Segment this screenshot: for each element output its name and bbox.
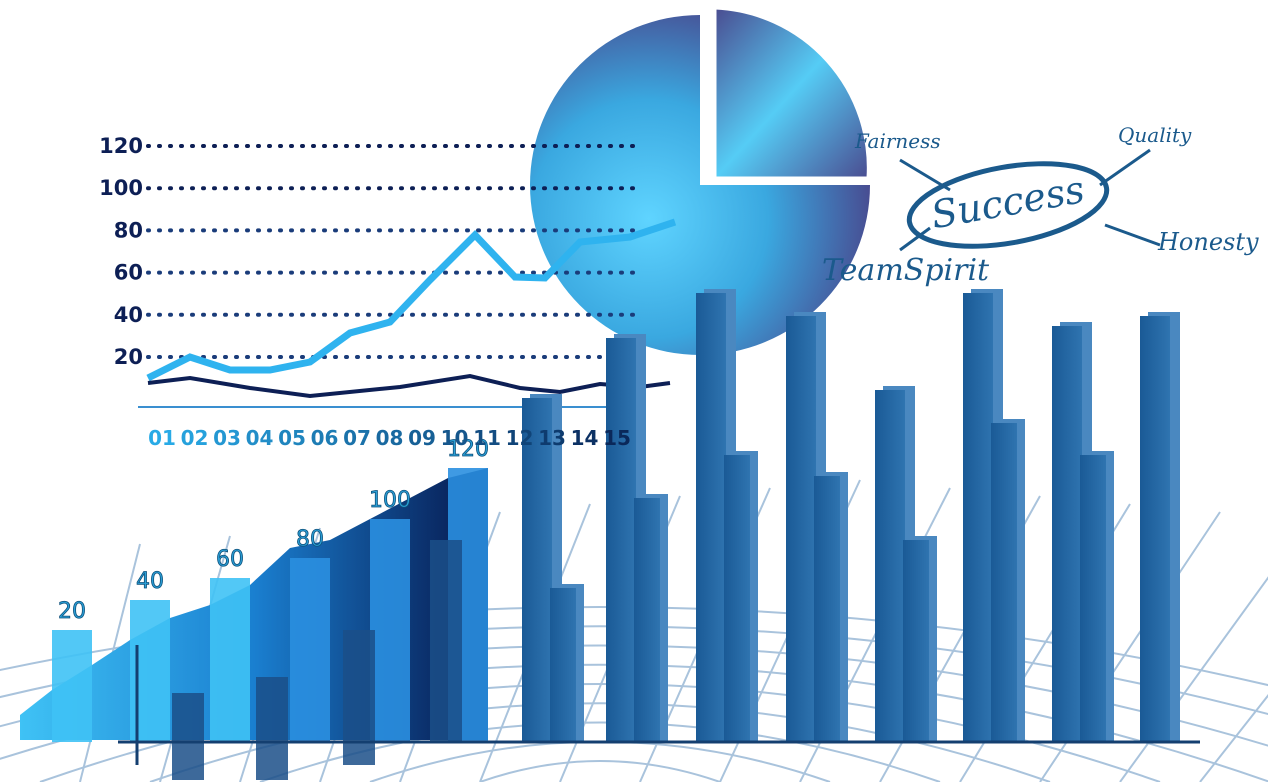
x-tick-label: 12 (506, 426, 534, 450)
bar (1140, 316, 1170, 742)
bar (1052, 326, 1082, 742)
bar (991, 423, 1017, 742)
y-tick-label: 120 (99, 134, 143, 158)
bar (724, 455, 750, 742)
word: Honesty (1157, 228, 1259, 256)
pie-wedge (713, 6, 870, 180)
bar (814, 476, 840, 742)
line-dark (147, 373, 671, 399)
y-tick-label: 60 (114, 261, 143, 285)
x-tick-label: 10 (441, 426, 469, 450)
bar (522, 398, 552, 742)
left-bar (370, 519, 410, 742)
floor-arc (479, 760, 721, 782)
dark-bar (256, 677, 288, 780)
bar (903, 540, 929, 742)
x-tick-label: 04 (246, 426, 274, 450)
x-tick-label: 05 (278, 426, 306, 450)
left-bar (210, 578, 250, 742)
x-tick-label: 06 (311, 426, 339, 450)
bar-label: 60 (216, 547, 244, 572)
x-tick-label: 14 (571, 426, 599, 450)
x-tick-label: 15 (603, 426, 631, 450)
bar (1080, 455, 1106, 742)
floor-arc (0, 625, 1268, 716)
floor-arc (0, 606, 1268, 687)
bar (875, 390, 905, 742)
x-tick-label: 08 (376, 426, 404, 450)
dark-bar (172, 693, 204, 780)
word: Quality (1118, 123, 1192, 147)
bar (696, 293, 726, 742)
bar-label: 40 (136, 569, 164, 594)
word: Fairness (854, 129, 941, 153)
left-bar (290, 558, 330, 742)
bar (550, 588, 576, 742)
x-tick-label: 11 (473, 426, 501, 450)
dotted-grid (146, 144, 637, 359)
x-tick-label: 07 (343, 426, 371, 450)
y-tick-label: 40 (114, 303, 143, 327)
x-tick-label: 13 (538, 426, 566, 450)
line-light (146, 218, 677, 382)
x-tick-label: 03 (213, 426, 241, 450)
bar-label: 80 (296, 527, 324, 552)
x-tick-label: 01 (148, 426, 176, 450)
bar-label: 120 (447, 437, 489, 462)
bar-label: 100 (369, 488, 411, 513)
y-tick-label: 20 (114, 345, 143, 369)
left-bar (52, 630, 92, 742)
bar (606, 338, 636, 742)
mind-map: Success Fairness Quality Honesty TeamSpi… (822, 123, 1259, 288)
y-tick-label: 80 (114, 218, 143, 242)
dark-bar (430, 540, 462, 742)
arrows (899, 148, 1161, 252)
dark-bar (343, 630, 375, 765)
x-tick-label: 09 (408, 426, 436, 450)
ellipse (906, 161, 1110, 249)
word: TeamSpirit (822, 253, 990, 288)
bar (634, 498, 660, 742)
bar (786, 316, 816, 742)
pie (530, 15, 870, 355)
y-tick-label: 100 (99, 176, 143, 200)
bar (963, 293, 993, 742)
floor-line (1199, 694, 1268, 782)
x-tick-label: 02 (181, 426, 209, 450)
bar-label: 20 (58, 599, 86, 624)
